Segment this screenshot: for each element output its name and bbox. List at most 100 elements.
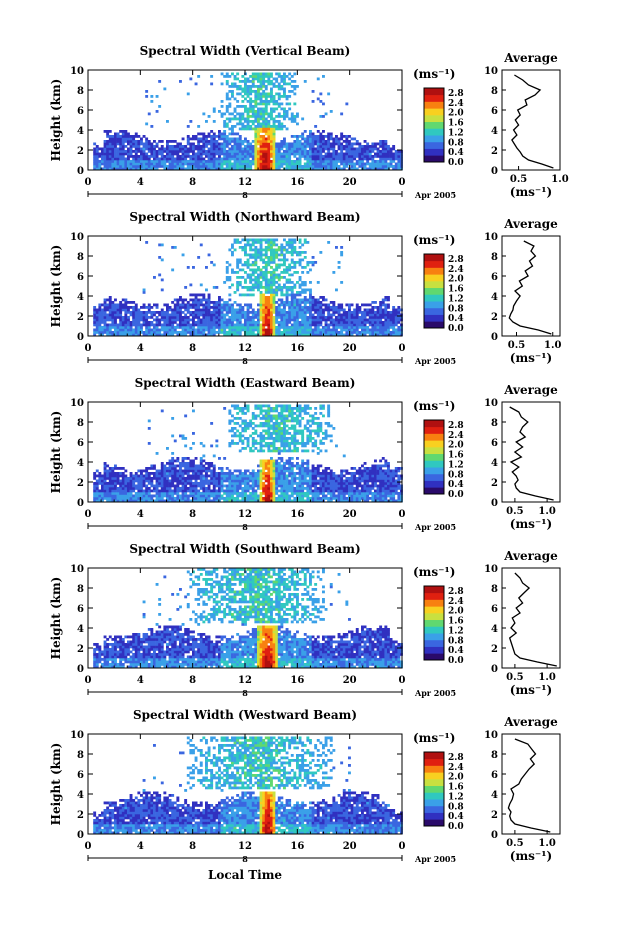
heatmap-cell xyxy=(285,97,289,101)
heatmap-cell xyxy=(249,434,253,438)
heatmap-cell xyxy=(376,167,380,171)
heatmap-cell xyxy=(142,162,146,166)
heatmap-cell xyxy=(366,152,370,156)
heatmap-cell xyxy=(241,311,245,314)
heatmap-cell xyxy=(223,150,227,153)
heatmap-cell xyxy=(158,152,162,156)
heatmap-cell xyxy=(290,316,294,319)
heatmap-cell xyxy=(199,499,203,503)
heatmap-cell xyxy=(142,311,146,314)
heatmap-cell xyxy=(124,489,128,493)
avg-y-tick-label: 6 xyxy=(491,106,498,117)
heatmap-cell xyxy=(231,251,234,254)
heatmap-cell xyxy=(259,333,263,337)
heatmap-cell xyxy=(93,313,97,317)
heatmap-cell xyxy=(293,306,297,309)
heatmap-cell xyxy=(332,145,336,148)
heatmap-cell xyxy=(147,316,151,319)
heatmap-cell xyxy=(205,301,208,304)
heatmap-cell xyxy=(207,323,211,327)
heatmap-cell xyxy=(168,464,172,468)
heatmap-cell xyxy=(288,107,292,111)
heatmap-cell xyxy=(147,165,151,168)
heatmap-cell xyxy=(223,137,227,141)
heatmap-cell xyxy=(95,328,99,332)
heatmap-cell xyxy=(249,273,253,277)
heatmap-cell xyxy=(199,442,203,445)
heatmap-cell xyxy=(207,487,211,490)
heatmap-cell xyxy=(257,97,260,101)
heatmap-cell xyxy=(186,316,190,319)
heatmap-cell xyxy=(140,165,143,168)
heatmap-cell xyxy=(288,147,292,151)
heatmap-cell xyxy=(350,152,354,156)
heatmap-cell xyxy=(314,333,318,337)
heatmap-cell xyxy=(158,165,162,168)
heatmap-cell xyxy=(179,155,182,158)
heatmap-cell xyxy=(225,318,229,322)
heatmap-cell xyxy=(197,293,201,297)
heatmap-cell xyxy=(163,147,167,151)
heatmap-cell xyxy=(220,303,224,307)
heatmap-cell xyxy=(324,162,328,166)
heatmap-cell xyxy=(275,80,279,83)
heatmap-cell xyxy=(153,157,156,161)
y-tick-label: 8 xyxy=(77,252,84,263)
heatmap-cell xyxy=(223,167,227,171)
heatmap-cell xyxy=(270,150,273,153)
heatmap-cell xyxy=(270,291,273,294)
heatmap-cell xyxy=(322,142,325,146)
heatmap-cell xyxy=(283,271,286,274)
heatmap-cell xyxy=(288,82,292,86)
heatmap-cell xyxy=(251,311,255,314)
heatmap-cell xyxy=(106,140,110,143)
heatmap-cell xyxy=(116,142,120,146)
heatmap-cell xyxy=(368,321,372,324)
heatmap-cell xyxy=(275,125,279,128)
heatmap-cell xyxy=(132,160,136,163)
heatmap-cell xyxy=(342,316,346,319)
heatmap-cell xyxy=(257,122,260,126)
heatmap-cell xyxy=(246,321,250,324)
heatmap-cell xyxy=(119,333,123,337)
heatmap-cell xyxy=(376,313,380,317)
avg-x-label: (ms⁻¹) xyxy=(510,351,552,365)
heatmap-cell xyxy=(262,258,266,262)
heatmap-cell xyxy=(163,167,167,171)
heatmap-cell xyxy=(361,313,364,317)
heatmap-cell xyxy=(223,75,227,78)
heatmap-cell xyxy=(212,318,216,322)
heatmap-cell xyxy=(348,308,351,312)
heatmap-cell xyxy=(218,326,221,329)
heatmap-cell xyxy=(197,150,201,153)
heatmap-cell xyxy=(163,467,167,470)
heatmap-cell xyxy=(176,459,180,463)
heatmap-cell xyxy=(350,328,354,332)
heatmap-cell xyxy=(270,75,273,78)
heatmap-cell xyxy=(179,162,182,166)
heatmap-cell xyxy=(283,107,286,111)
heatmap-cell xyxy=(322,115,325,118)
heatmap-cell xyxy=(220,100,224,103)
heatmap-cell xyxy=(376,308,380,312)
heatmap-cell xyxy=(332,301,336,304)
heatmap-cell xyxy=(140,484,143,488)
heatmap-cell xyxy=(153,494,156,498)
heatmap-cell xyxy=(233,469,237,473)
heatmap-cell xyxy=(137,147,141,151)
heatmap-cell xyxy=(181,497,185,500)
heatmap-cell xyxy=(194,160,198,163)
heatmap-cell xyxy=(275,308,279,312)
heatmap-cell xyxy=(186,301,190,304)
heatmap-cell xyxy=(257,449,260,453)
heatmap-cell xyxy=(285,165,289,168)
heatmap-cell xyxy=(264,80,268,83)
heatmap-cell xyxy=(257,472,260,475)
heatmap-cell xyxy=(215,313,219,317)
heatmap-cell xyxy=(249,142,253,146)
heatmap-cell xyxy=(293,311,297,314)
heatmap-cell xyxy=(264,165,268,168)
heatmap-cell xyxy=(363,162,367,166)
heatmap-cell xyxy=(197,316,201,319)
heatmap-cell xyxy=(275,243,279,247)
